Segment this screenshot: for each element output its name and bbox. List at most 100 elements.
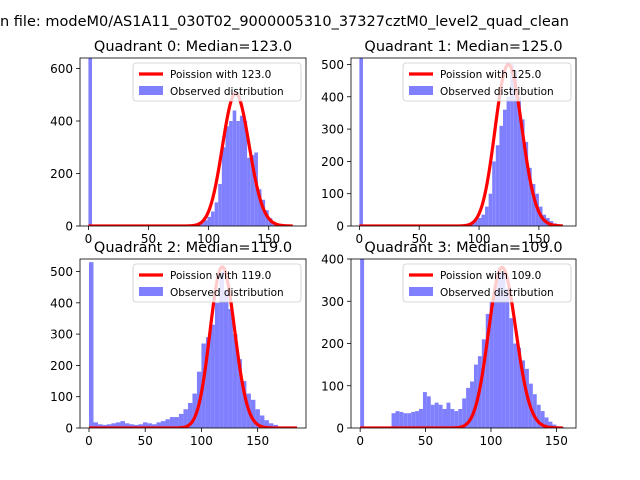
subplot-quadrant-1: Quadrant 1: Median=125.0 0 50 100 150 0 100 200… — [321, 39, 577, 246]
histogram-bar — [426, 396, 431, 428]
histogram-bar — [422, 392, 427, 428]
histogram-bar — [524, 142, 529, 226]
histogram-bar — [485, 313, 490, 428]
histogram-bar — [474, 220, 478, 226]
y-tick-label: 200 — [50, 359, 73, 373]
x-tick-label: 0 — [85, 434, 93, 448]
histogram-bar — [255, 409, 260, 428]
legend-swatch-observed — [409, 86, 433, 95]
y-tick-label: 100 — [321, 379, 344, 393]
legend-frame — [402, 263, 572, 303]
histogram-bar — [415, 411, 420, 428]
histogram-bar — [225, 126, 230, 226]
legend-frame — [132, 263, 302, 303]
x-tick-label: 150 — [257, 232, 280, 246]
subplot-quadrant-2: Quadrant 2: Median=119.0 0 50 100 150 0 100 200… — [50, 240, 307, 448]
y-tick-label: 500 — [321, 58, 344, 72]
histogram-bar — [219, 271, 224, 428]
histogram-bar — [232, 334, 238, 428]
legend-label-poisson: Poission with 119.0 — [170, 270, 271, 282]
x-tick-label: 100 — [468, 232, 491, 246]
x-tick-label: 150 — [527, 232, 550, 246]
axes-frame — [79, 57, 307, 227]
axes-frame — [350, 57, 577, 227]
legend-swatch-observed — [409, 287, 433, 296]
histogram-bar — [169, 417, 175, 428]
legend-frame — [402, 62, 572, 102]
axes-frame — [79, 258, 307, 429]
histogram-bar — [470, 381, 474, 428]
histogram-bar — [232, 110, 237, 226]
histogram-bar — [261, 199, 266, 226]
y-tick-label: 300 — [321, 295, 344, 309]
histogram-bar — [446, 402, 451, 428]
histogram-bar — [229, 121, 233, 226]
poisson-curve — [359, 265, 564, 428]
histogram-bar — [237, 359, 242, 428]
histogram-bar — [165, 419, 170, 428]
y-tick-label: 200 — [321, 337, 344, 351]
histogram-bar — [407, 413, 412, 428]
y-tick-label: 200 — [321, 155, 344, 169]
histogram-bar — [548, 421, 553, 428]
histogram-bar — [111, 423, 116, 428]
histogram-bar — [156, 422, 161, 428]
histogram-bar — [221, 147, 226, 226]
histogram-bar — [97, 424, 103, 428]
subplot-title: Quadrant 3: Median=109.0 — [364, 240, 562, 256]
y-tick-label: 300 — [50, 328, 73, 342]
histogram-bar — [250, 399, 256, 428]
histogram-bar — [497, 267, 502, 428]
histogram-bar — [174, 417, 179, 428]
histogram-bar — [259, 415, 265, 428]
legend: Poission with 123.0 Observed distribution — [132, 62, 302, 102]
y-tick-label: 100 — [50, 390, 73, 404]
histogram-bar — [106, 424, 112, 428]
x-tick-label: 100 — [197, 232, 220, 246]
histogram-bar — [513, 70, 518, 226]
x-tick-label: 50 — [138, 434, 153, 448]
histogram-bar — [115, 422, 121, 428]
histogram-bar — [399, 411, 404, 428]
y-tick-label: 0 — [65, 220, 73, 234]
legend-swatch-observed — [139, 287, 163, 296]
y-tick-label: 400 — [321, 253, 344, 267]
histogram-bar — [360, 259, 365, 428]
histogram-bar — [120, 421, 125, 428]
legend: Poission with 119.0 Observed distribution — [132, 263, 302, 303]
legend-swatch-observed — [139, 86, 163, 95]
histogram-bar — [540, 411, 545, 428]
legend: Poission with 109.0 Observed distribution — [402, 263, 572, 303]
x-tick-label: 50 — [141, 232, 156, 246]
subplot-quadrant-0: Quadrant 0: Median=123.0 0 50 100 150 0 200 400… — [50, 39, 307, 246]
y-tick-label: 200 — [50, 167, 73, 181]
histogram-bar — [411, 411, 416, 428]
histogram-bar — [536, 404, 541, 428]
y-tick-label: 600 — [50, 62, 73, 76]
histogram-bar — [495, 145, 500, 226]
histogram-bar — [489, 301, 494, 428]
histogram-bar — [473, 364, 478, 428]
histogram-bar — [218, 184, 222, 226]
histogram-bar — [502, 109, 507, 226]
subplot-title: Quadrant 0: Median=123.0 — [94, 39, 292, 55]
x-tick-label: 100 — [190, 434, 213, 448]
histogram-bar — [520, 119, 525, 226]
histogram-bar — [501, 271, 506, 428]
histogram-bar — [434, 402, 439, 428]
legend-frame — [132, 62, 302, 102]
histogram-bar — [138, 424, 143, 428]
legend: Poission with 125.0 Observed distribution — [402, 62, 572, 102]
histogram-bar — [532, 394, 537, 428]
histogram-bar — [228, 309, 233, 428]
legend-label-observed: Observed distribution — [170, 86, 284, 98]
legend-label-poisson: Poission with 123.0 — [170, 69, 271, 81]
legend-label-poisson: Poission with 109.0 — [440, 270, 541, 282]
histogram-bar — [481, 339, 486, 428]
histogram-bar — [493, 288, 498, 428]
histogram-bar — [124, 423, 130, 428]
histogram-bar — [257, 189, 262, 226]
histogram-bar — [241, 381, 247, 428]
histogram-bar — [210, 324, 215, 428]
figure-title: n file: modeM0/AS1A11_030T02_9000005310_… — [0, 14, 569, 30]
